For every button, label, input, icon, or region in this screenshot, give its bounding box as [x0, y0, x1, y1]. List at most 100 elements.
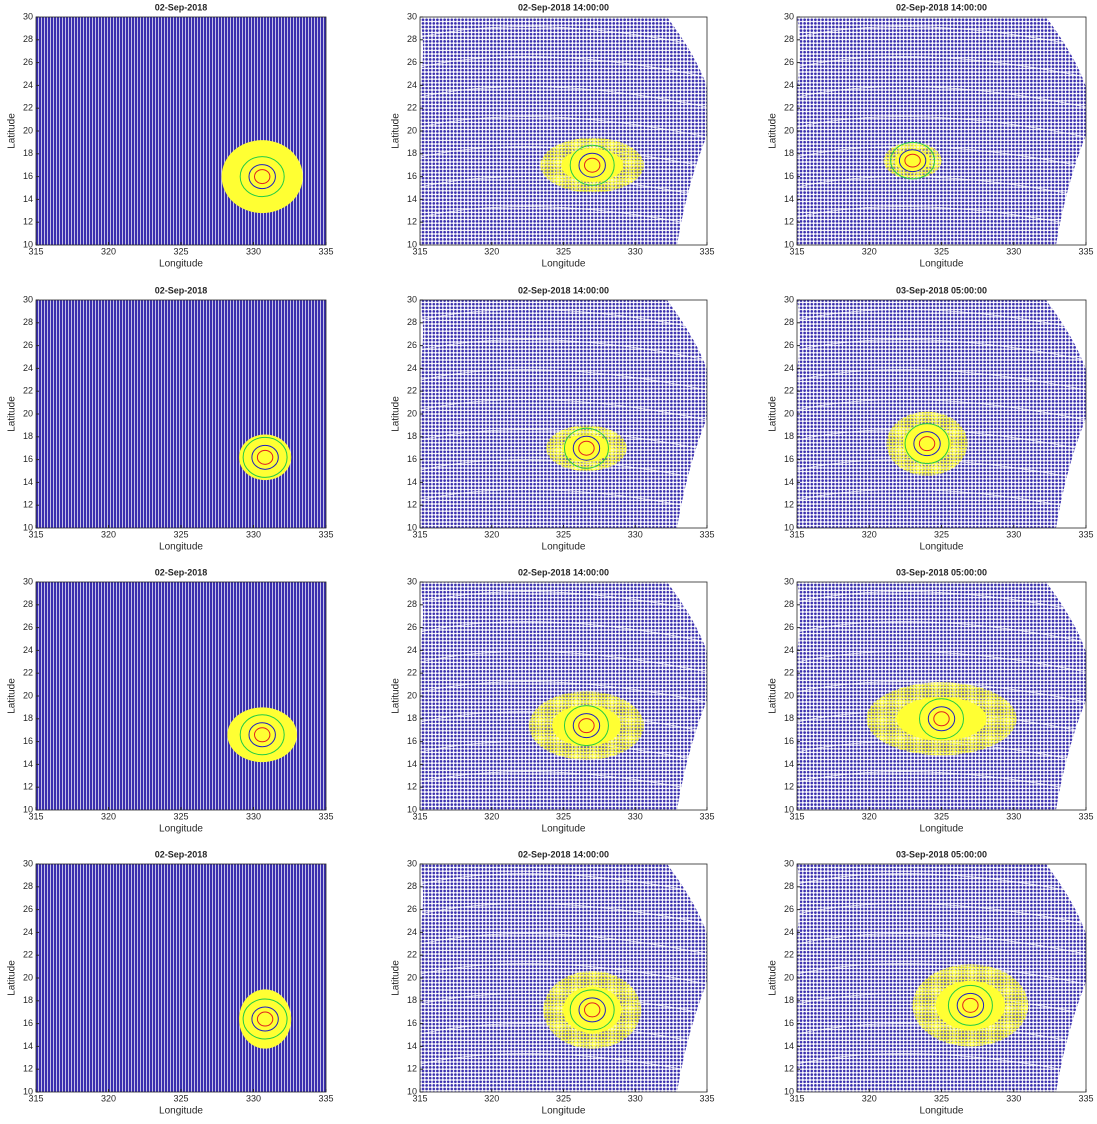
field-gap [1056, 135, 1086, 245]
x-tick-label: 335 [318, 529, 333, 539]
contour-inner [256, 1011, 274, 1027]
y-tick-label: 22 [23, 668, 33, 678]
y-tick-label: 20 [784, 972, 794, 982]
y-tick-label: 10 [23, 239, 33, 249]
y-tick-label: 10 [23, 804, 33, 814]
field-streak [420, 369, 707, 391]
y-tick-label: 26 [407, 622, 417, 632]
chart-title: 02-Sep-2018 14:00:00 [518, 285, 609, 295]
particle-field [797, 17, 1086, 245]
field-streak [420, 459, 707, 481]
y-axis-label: Latitude [391, 960, 402, 996]
y-tick-label: 28 [784, 599, 794, 609]
y-tick-label: 12 [784, 782, 794, 792]
y-tick-label: 16 [407, 454, 417, 464]
particle-field [36, 17, 326, 245]
y-tick-label: 16 [23, 454, 33, 464]
y-tick-label: 14 [23, 194, 33, 204]
contour-inner [918, 436, 936, 452]
y-tick-label: 10 [23, 1086, 33, 1096]
field-gap [667, 864, 707, 934]
contour-outer [242, 998, 288, 1040]
y-tick-label: 14 [407, 194, 417, 204]
y-tick-label: 22 [23, 103, 33, 113]
chart-title: 03-Sep-2018 05:00:00 [896, 567, 987, 577]
contour-outer [569, 144, 615, 186]
field-streak [420, 206, 707, 228]
field-streak [797, 681, 1086, 703]
field-gap [667, 17, 707, 87]
y-tick-label: 16 [407, 1018, 417, 1028]
y-tick-label: 22 [407, 103, 417, 113]
field-streak [797, 621, 1086, 643]
particle-field [420, 300, 707, 528]
y-tick-label: 18 [784, 148, 794, 158]
y-tick-label: 26 [784, 622, 794, 632]
y-tick-label: 26 [407, 340, 417, 350]
field-gap [1056, 418, 1086, 528]
subplot: 315 320 325 330 335 10 12 14 16 18 20 22 24 26 28 30 02-… [768, 2, 1094, 269]
subplot: 315 320 325 330 335 10 12 14 16 18 20 22 24 26 28 30 03-… [768, 567, 1094, 834]
contour-mid [251, 1006, 279, 1032]
chart-title: 02-Sep-2018 14:00:00 [518, 849, 609, 859]
y-tick-label: 18 [23, 995, 33, 1005]
x-axis-label: Longitude [542, 1106, 586, 1117]
x-tick-label: 325 [556, 529, 571, 539]
y-tick-label: 14 [407, 759, 417, 769]
y-axis-label: Latitude [768, 678, 779, 714]
y-axis-label: Latitude [391, 113, 402, 149]
y-tick-label: 26 [23, 57, 33, 67]
y-tick-label: 10 [784, 1086, 794, 1096]
y-tick-label: 10 [407, 522, 417, 532]
x-axis-label: Longitude [920, 259, 964, 270]
field-streak [420, 903, 707, 925]
y-tick-label: 14 [407, 477, 417, 487]
y-tick-label: 24 [784, 645, 794, 655]
y-tick-label: 24 [784, 363, 794, 373]
y-tick-label: 12 [23, 782, 33, 792]
y-tick-label: 28 [23, 317, 33, 327]
field-streak [420, 339, 707, 361]
field-streak [420, 56, 707, 78]
y-tick-label: 28 [407, 881, 417, 891]
field-streak [797, 26, 1086, 48]
y-tick-label: 30 [23, 294, 33, 304]
x-tick-label: 325 [173, 811, 188, 821]
x-tick-label: 325 [934, 246, 949, 256]
y-axis-label: Latitude [768, 960, 779, 996]
x-tick-label: 325 [173, 1093, 188, 1103]
y-tick-label: 10 [407, 1086, 417, 1096]
x-tick-label: 315 [789, 529, 804, 539]
y-tick-label: 18 [407, 995, 417, 1005]
x-axis-label: Longitude [542, 824, 586, 835]
y-tick-label: 18 [407, 148, 417, 158]
field-gap [677, 700, 707, 810]
chart-title: 02-Sep-2018 14:00:00 [518, 2, 609, 12]
x-axis-label: Longitude [159, 259, 203, 270]
chart-title: 02-Sep-2018 [155, 849, 208, 859]
contour-inner [256, 449, 274, 465]
y-tick-label: 30 [407, 11, 417, 21]
y-tick-label: 26 [784, 340, 794, 350]
chart-title: 02-Sep-2018 14:00:00 [518, 567, 609, 577]
y-tick-label: 12 [407, 500, 417, 510]
x-tick-label: 335 [1078, 246, 1093, 256]
y-tick-label: 24 [23, 927, 33, 937]
field-streak [420, 489, 707, 511]
contour-mid [572, 713, 601, 739]
field-gap [1046, 17, 1086, 87]
y-tick-label: 10 [784, 239, 794, 249]
field-streak [420, 26, 707, 48]
y-tick-label: 24 [784, 927, 794, 937]
tracer-core [902, 424, 952, 463]
y-tick-label: 20 [407, 690, 417, 700]
y-tick-label: 18 [784, 713, 794, 723]
x-tick-label: 315 [28, 246, 43, 256]
subplot: 315 320 325 330 335 10 12 14 16 18 20 22 24 26 28 30 02-… [7, 2, 334, 269]
field-streak [797, 591, 1086, 613]
y-tick-label: 14 [407, 1041, 417, 1051]
x-axis-label: Longitude [920, 824, 964, 835]
y-tick-label: 16 [784, 171, 794, 181]
contour-inner [254, 169, 271, 185]
field-gap [1046, 582, 1086, 652]
